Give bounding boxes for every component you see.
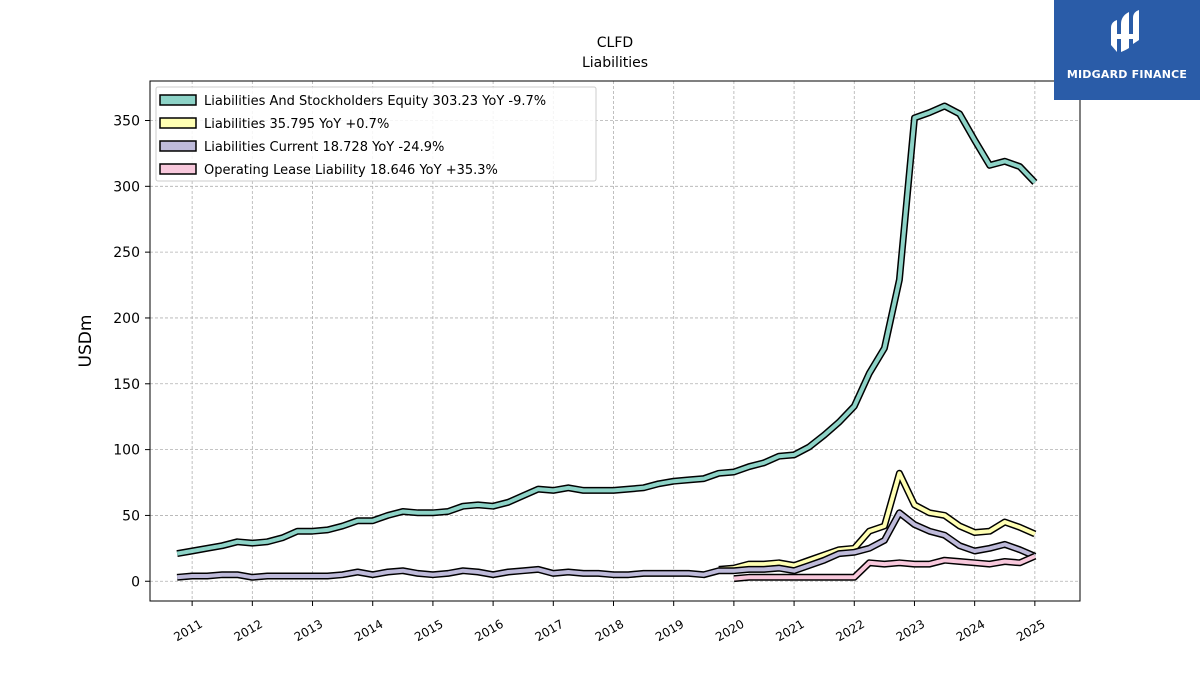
x-tick-label: 2018 — [593, 617, 626, 644]
chart-subtitle: Liabilities — [582, 55, 648, 71]
series-line-0 — [176, 104, 1037, 556]
y-tick-label: 300 — [113, 179, 140, 195]
x-tick-label: 2012 — [232, 617, 265, 644]
series-line-outline-2 — [176, 509, 1037, 581]
series-line-3 — [733, 554, 1036, 581]
plot-frame — [149, 80, 1081, 602]
x-tick-label: 2013 — [292, 617, 325, 644]
legend-swatch-2 — [159, 140, 197, 152]
x-tick-label: 2014 — [352, 617, 385, 644]
series-line-2 — [176, 510, 1036, 580]
brand-name: MIDGARD FINANCE — [1066, 68, 1188, 81]
brand-logo-icon — [1111, 10, 1139, 52]
legend-label-3: Operating Lease Liability 18.646 YoY +35… — [204, 163, 498, 178]
x-tick-label: 2024 — [954, 617, 987, 644]
series-lines — [176, 102, 1038, 583]
series-line-outline-1 — [718, 469, 1037, 573]
brand-logo: MIDGARD FINANCE — [1054, 0, 1200, 100]
y-tick-label: 100 — [113, 443, 140, 459]
series-line-1 — [718, 471, 1036, 572]
x-tick-label: 2011 — [171, 617, 204, 644]
legend-label-1: Liabilities 35.795 YoY +0.7% — [204, 117, 389, 132]
x-tick-label: 2020 — [713, 617, 746, 644]
x-tick-label: 2021 — [773, 617, 806, 644]
x-tick-label: 2019 — [653, 617, 686, 644]
y-tick-label: 150 — [113, 377, 140, 393]
y-tick-label: 250 — [113, 245, 140, 261]
x-tick-label: 2025 — [1014, 617, 1047, 644]
legend-box — [155, 86, 597, 182]
x-tick-label: 2022 — [834, 617, 867, 644]
legend-swatch-1 — [159, 117, 197, 129]
legend: Liabilities And Stockholders Equity 303.… — [155, 86, 597, 182]
y-tick-label: 50 — [122, 508, 140, 524]
legend-label-0: Liabilities And Stockholders Equity 303.… — [204, 94, 546, 109]
chart-title: CLFD — [597, 35, 633, 51]
x-axis-ticks: 2011 2012 2013 2014 2015 2016 2017 2018 2019 2020… — [171, 601, 1048, 644]
x-tick-label: 2023 — [894, 617, 927, 644]
x-tick-label: 2015 — [412, 617, 445, 644]
y-tick-label: 350 — [113, 113, 140, 129]
y-axis-label: USDm — [76, 315, 96, 368]
legend-label-2: Liabilities Current 18.728 YoY -24.9% — [204, 140, 444, 155]
x-tick-label: 2017 — [533, 617, 566, 644]
y-axis-ticks: 0 50 100 150 200 250 300 350 — [113, 113, 150, 590]
legend-swatch-0 — [159, 94, 197, 106]
x-tick-label: 2016 — [472, 617, 505, 644]
legend-swatch-3 — [159, 163, 197, 175]
y-tick-label: 0 — [131, 574, 140, 590]
y-tick-label: 200 — [113, 311, 140, 327]
